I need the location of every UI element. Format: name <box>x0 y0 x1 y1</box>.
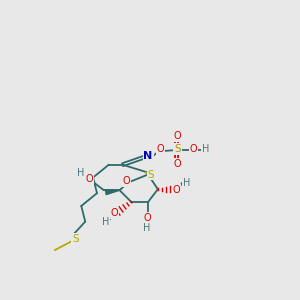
Polygon shape <box>145 172 151 175</box>
Text: H: H <box>102 217 110 226</box>
Text: O: O <box>111 208 118 218</box>
Text: H: H <box>202 144 210 154</box>
Text: O: O <box>174 131 181 141</box>
Text: O: O <box>143 213 151 223</box>
Text: O: O <box>189 144 197 154</box>
Polygon shape <box>106 190 120 195</box>
Text: H: H <box>143 223 151 232</box>
Text: O: O <box>174 159 181 169</box>
Text: N: N <box>143 151 153 161</box>
Text: S: S <box>148 169 154 179</box>
Text: O: O <box>85 174 93 184</box>
Text: S: S <box>174 144 181 154</box>
Text: O: O <box>173 185 180 195</box>
Text: O: O <box>123 176 130 186</box>
Text: S: S <box>72 234 79 244</box>
Text: H: H <box>76 168 84 178</box>
Text: O: O <box>157 144 165 154</box>
Text: H: H <box>183 178 190 188</box>
